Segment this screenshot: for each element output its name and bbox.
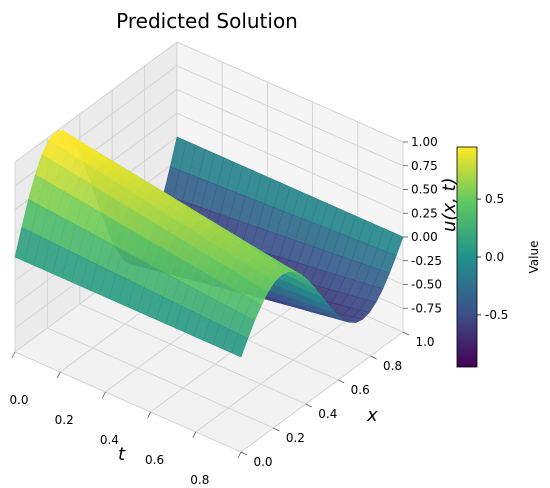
x-tick-label: 0.2 [286,431,305,445]
z-tick-label: 0.75 [411,159,438,173]
chart-title: Predicted Solution [116,9,298,33]
colorbar-tick-label: 0.5 [485,192,504,206]
t-tick-mark [237,451,242,459]
surface-mesh [14,129,404,358]
grid-line [79,303,306,405]
y-axis-label: x [366,405,378,426]
x-tick-mark [338,379,345,384]
t-tick-label: 0.8 [190,473,209,487]
z-tick-label: -0.75 [411,301,442,315]
colorbar-label: Value [527,241,541,274]
t-tick-mark [147,411,151,419]
colorbar-tick-label: -0.5 [485,308,508,322]
grid-line [47,327,274,429]
x-tick-label: 0.8 [383,359,402,373]
grid-line [195,311,359,433]
t-tick-mark [56,371,61,379]
tick-labels: 0.00.20.40.60.81.00.00.20.40.60.81.0-0.7… [9,135,442,487]
x-tick-label: 0.6 [351,383,370,397]
t-tick-label: 0.4 [100,433,119,447]
t-tick-mark [192,431,197,439]
grid-line [14,351,242,453]
surface-patch [231,333,249,358]
x-tick-mark [273,427,280,432]
t-tick-label: 0.0 [9,393,28,407]
x-tick-label: 1.0 [415,335,434,349]
x-tick-mark [402,331,410,336]
z-tick-label: -0.25 [411,254,442,268]
t-tick-mark [11,351,16,359]
z-tick-label: -0.50 [411,278,442,292]
t-tick-label: 0.2 [55,413,74,427]
t-tick-label: 0.6 [145,453,164,467]
x-axis-label: t [118,444,126,465]
t-tick-mark [102,391,106,399]
x-tick-mark [240,451,248,456]
x-tick-mark [370,355,377,360]
colorbar [456,146,478,368]
z-tick-label: 0.00 [411,230,438,244]
x-tick-mark [305,403,312,408]
z-tick-label: 1.00 [411,135,438,149]
z-tick-label: 0.25 [411,206,438,220]
x-tick-label: 0.0 [253,455,272,469]
x-tick-label: 0.4 [318,407,337,421]
grid-line [14,41,404,163]
z-axis-label: u(x, t) [439,177,460,232]
grid-line [240,331,404,453]
colorbar-tick-label: 0.0 [485,250,504,264]
colorbar-ticks: -0.5 0.0 0.5 [477,192,508,322]
z-tick-label: 0.50 [411,183,438,197]
